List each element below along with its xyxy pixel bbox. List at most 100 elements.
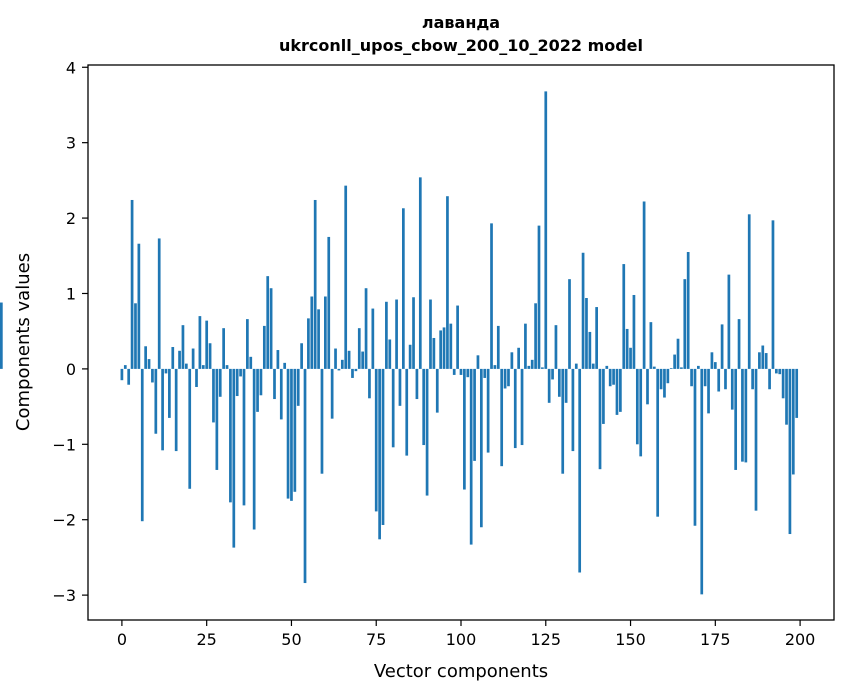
bar-177	[720, 324, 724, 369]
bar-65	[340, 359, 344, 369]
bar-73	[368, 368, 371, 399]
bar-128	[554, 325, 558, 369]
bar-117	[517, 347, 520, 369]
y-tick-label: −1	[52, 435, 76, 454]
bar-127	[551, 368, 554, 380]
bar-14	[168, 368, 171, 418]
bar-44	[269, 288, 273, 369]
bar-102	[466, 368, 470, 378]
bar-3	[130, 199, 134, 369]
bar-170	[697, 365, 700, 369]
x-axis-label: Vector components	[374, 661, 548, 682]
bar-138	[588, 331, 592, 369]
bar-109	[490, 223, 493, 369]
bar-11	[157, 238, 161, 369]
bar-101	[463, 368, 466, 490]
bar-20	[188, 368, 192, 489]
bar-47	[279, 368, 283, 420]
bar-121	[530, 359, 534, 369]
bar-161	[666, 368, 670, 384]
bar-152	[635, 368, 639, 445]
bar-198	[791, 368, 795, 475]
bar-154	[642, 201, 646, 369]
bar-74	[371, 308, 375, 369]
bar-147	[619, 368, 622, 412]
bar-17	[178, 350, 181, 369]
bar-193	[775, 368, 778, 374]
bar-118	[520, 368, 524, 446]
bar-97	[449, 323, 453, 369]
bar-70	[357, 328, 361, 369]
bar-122	[534, 303, 537, 369]
bar-30	[222, 328, 225, 369]
bar-123	[537, 225, 541, 369]
bar-184	[744, 368, 748, 463]
bar-38	[249, 356, 253, 369]
bar-103	[469, 368, 473, 545]
x-tick-label: 150	[615, 630, 646, 649]
bar-72	[364, 288, 368, 369]
bar-86	[412, 297, 415, 369]
bar-165	[680, 367, 683, 369]
bar-8	[147, 359, 151, 369]
bar-192	[771, 220, 775, 369]
bar-4	[134, 303, 137, 369]
bar-59	[320, 368, 324, 474]
bar-126	[547, 368, 551, 403]
bar-140	[595, 307, 598, 369]
bar-181	[734, 368, 738, 470]
bar-34	[235, 368, 239, 397]
bar-50	[290, 368, 293, 501]
bar-45	[273, 368, 276, 400]
bar-57	[313, 199, 317, 369]
bar-21	[191, 348, 195, 369]
bar-162	[669, 368, 673, 369]
bar-58	[317, 309, 320, 369]
bar-135	[578, 368, 582, 573]
bar-186	[751, 368, 754, 390]
bar-199	[795, 368, 799, 418]
bar-22	[195, 368, 198, 387]
bar-160	[663, 368, 666, 398]
bar-undefined	[0, 302, 3, 369]
bar-76	[378, 368, 381, 540]
bar-31	[225, 365, 229, 369]
x-tick-label: 50	[281, 630, 301, 649]
x-tick-label: 175	[700, 630, 731, 649]
bar-89	[422, 368, 426, 446]
y-tick-label: 4	[66, 58, 76, 77]
bar-99	[456, 305, 459, 369]
bar-10	[154, 368, 158, 434]
bar-71	[361, 351, 365, 369]
bar-104	[473, 368, 476, 461]
bar-37	[246, 319, 249, 369]
bar-29	[218, 368, 222, 397]
bar-51	[293, 368, 297, 492]
bar-182	[737, 319, 741, 369]
bar-124	[541, 367, 544, 369]
bar-115	[510, 352, 514, 369]
bar-116	[513, 368, 517, 449]
bar-158	[656, 368, 660, 517]
bar-24	[201, 365, 205, 369]
bar-197	[788, 368, 792, 535]
bar-75	[374, 368, 378, 512]
bar-91	[429, 299, 432, 369]
bar-188	[758, 352, 761, 369]
bar-159	[659, 368, 663, 390]
bar-106	[479, 368, 483, 528]
bar-120	[527, 365, 531, 369]
bar-110	[493, 365, 497, 369]
bar-179	[727, 274, 731, 369]
x-tick-label: 125	[530, 630, 561, 649]
bar-15	[171, 347, 175, 369]
x-tick-label: 200	[785, 630, 816, 649]
chart-title-line-2: ukrconll_upos_cbow_200_10_2022 model	[279, 36, 643, 55]
bar-56	[310, 296, 314, 369]
bar-107	[483, 368, 487, 378]
bar-32	[229, 368, 232, 503]
bar-111	[496, 325, 500, 369]
bar-148	[622, 264, 626, 369]
bar-61	[327, 236, 331, 369]
